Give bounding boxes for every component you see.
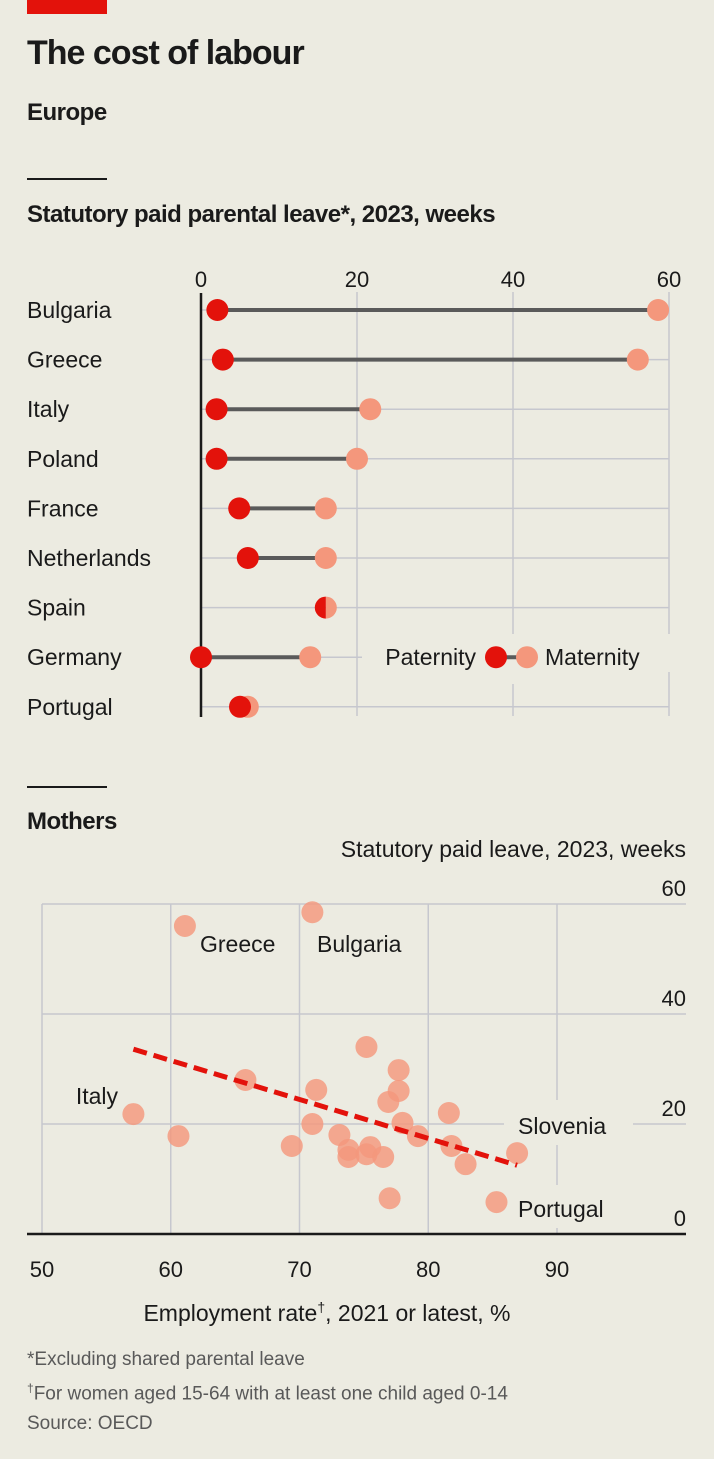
point-label: Greece xyxy=(200,931,275,957)
source-note: Source: OECD xyxy=(27,1413,153,1434)
category-label: Italy xyxy=(27,396,70,422)
footnote-1: *Excluding shared parental leave xyxy=(27,1349,305,1370)
category-label: France xyxy=(27,495,99,521)
x-tick-label: 60 xyxy=(159,1257,183,1282)
y-tick-label: 0 xyxy=(674,1206,686,1231)
paternity-dot xyxy=(228,497,251,520)
scatter-point xyxy=(485,1191,508,1214)
section-divider xyxy=(27,178,107,180)
maternity-dot xyxy=(346,447,368,470)
paternity-dot xyxy=(314,596,326,619)
category-label: Poland xyxy=(27,446,99,472)
scatter-point xyxy=(173,915,196,937)
legend-maternity-label: Maternity xyxy=(545,644,640,670)
scatter-point xyxy=(377,1091,400,1113)
footnote-2: †For women aged 15-64 with at least one … xyxy=(27,1381,508,1405)
y-tick-label: 20 xyxy=(662,1096,686,1121)
category-label: Netherlands xyxy=(27,545,151,571)
scatter-point xyxy=(234,1069,257,1091)
scatter-point xyxy=(167,1125,190,1148)
y-tick-label: 60 xyxy=(662,876,686,901)
chart-title: The cost of labour xyxy=(27,34,305,72)
point-label: Slovenia xyxy=(518,1113,606,1139)
paternity-dot xyxy=(190,646,212,669)
category-label: Spain xyxy=(27,595,86,621)
x-axis-label-xlabel-rest: , 2021 or latest, % xyxy=(325,1300,510,1326)
scatter-point xyxy=(454,1153,477,1176)
scatter-point xyxy=(280,1135,303,1157)
maternity-dot xyxy=(314,547,337,569)
trend-line xyxy=(132,1046,518,1168)
chart-subtitle: Europe xyxy=(27,99,107,126)
scatter-point xyxy=(437,1102,460,1124)
x-tick-label: 80 xyxy=(416,1257,440,1282)
point-label: Portugal xyxy=(518,1196,604,1222)
scatter-point xyxy=(355,1036,378,1058)
scatter-point xyxy=(301,901,324,924)
footnote-2-text: For women aged 15-64 with at least one c… xyxy=(33,1383,508,1405)
maternity-dot xyxy=(299,646,322,669)
x-axis-label: Employment rate†, 2021 or latest, % xyxy=(143,1299,510,1326)
x-tick-label: 60 xyxy=(657,267,681,292)
scatter-point xyxy=(337,1146,360,1168)
maternity-dot xyxy=(359,398,382,421)
maternity-dot xyxy=(647,299,670,321)
scatter-point xyxy=(440,1135,463,1157)
legend-paternity-label: Paternity xyxy=(385,644,476,670)
dumbbell-title: Statutory paid parental leave*, 2023, we… xyxy=(27,201,496,228)
x-tick-label: 50 xyxy=(30,1257,54,1282)
paternity-dot xyxy=(205,398,228,421)
x-tick-label: 70 xyxy=(287,1257,311,1282)
section-divider xyxy=(27,786,107,788)
brand-accent-bar xyxy=(27,0,107,14)
dagger-mark: † xyxy=(27,1381,34,1395)
scatter-point xyxy=(305,1078,328,1101)
x-axis-label-xlabel-mark: † xyxy=(317,1299,325,1315)
point-label: Bulgaria xyxy=(317,931,402,957)
category-label: Greece xyxy=(27,347,102,373)
scatter-point xyxy=(301,1113,324,1135)
category-label: Portugal xyxy=(27,694,113,720)
x-axis-label-xlabel-main: Employment rate xyxy=(143,1300,317,1326)
scatter-point xyxy=(387,1059,410,1082)
maternity-dot xyxy=(314,497,337,520)
scatter-point xyxy=(122,1103,145,1126)
point-label: Italy xyxy=(76,1083,119,1109)
legend-paternity-dot xyxy=(485,646,507,669)
maternity-dot xyxy=(325,596,337,619)
category-label: Germany xyxy=(27,644,122,670)
x-tick-label: 90 xyxy=(545,1257,569,1282)
paternity-dot xyxy=(206,299,229,321)
x-tick-label: 40 xyxy=(501,267,525,292)
scatter-point xyxy=(378,1187,401,1210)
maternity-dot xyxy=(626,348,649,371)
x-tick-label: 0 xyxy=(195,267,207,292)
paternity-dot xyxy=(229,695,251,718)
paternity-dot xyxy=(236,547,259,569)
paternity-dot xyxy=(211,348,234,371)
scatter-point xyxy=(372,1146,395,1168)
paternity-dot xyxy=(205,447,228,470)
scatter-point xyxy=(506,1142,529,1165)
x-tick-label: 20 xyxy=(345,267,369,292)
legend-maternity-dot xyxy=(516,646,538,669)
y-tick-label: 40 xyxy=(662,986,686,1011)
scatter-title: Mothers xyxy=(27,808,117,835)
category-label: Bulgaria xyxy=(27,297,112,323)
scatter-y-axis-label: Statutory paid leave, 2023, weeks xyxy=(340,836,686,862)
